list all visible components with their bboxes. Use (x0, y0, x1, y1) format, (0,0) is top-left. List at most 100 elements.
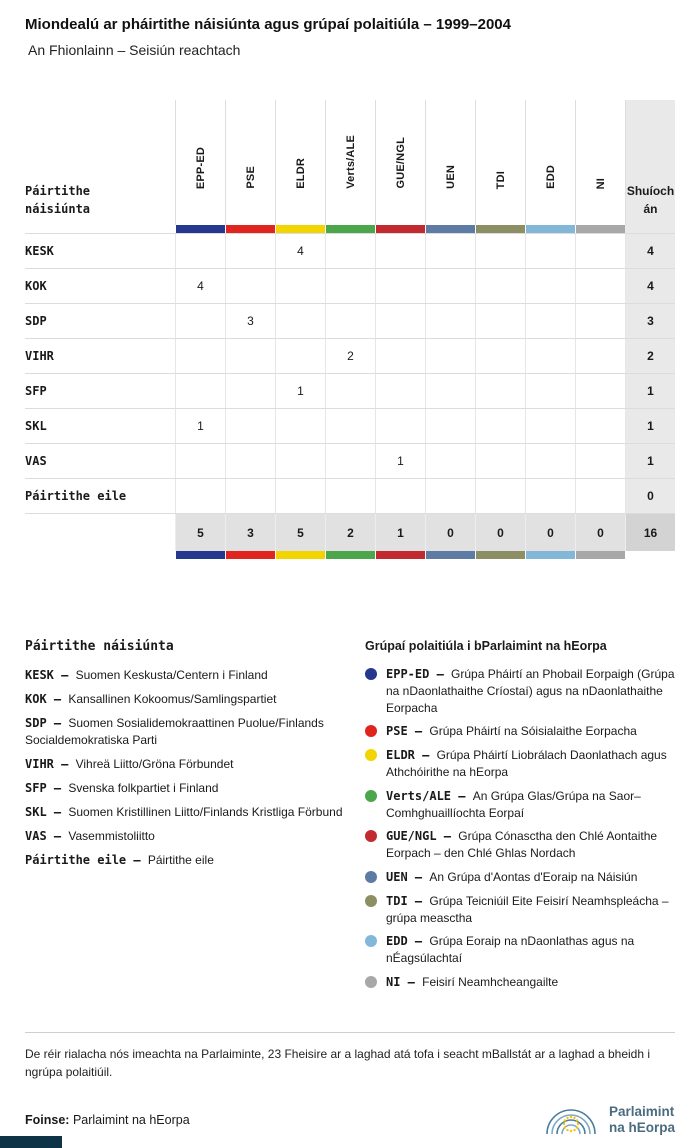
seat-count-kesk-tdi (475, 234, 525, 268)
group-color-dot-epp-ed (365, 668, 377, 680)
seat-count-sfp-ni (575, 374, 625, 408)
ep-logo-line1: Parlaimint (608, 1104, 675, 1120)
seat-count-vas-tdi (475, 444, 525, 478)
seat-count-p-irtithe-eile-uen (425, 479, 475, 513)
group-legend-item-ni: NI – Feisirí Neamhcheangailte (365, 974, 675, 991)
seat-count-sdp-edd (525, 304, 575, 338)
column-header-label: Verts/ALE (344, 135, 357, 189)
seat-count-sfp-gue-ngl (375, 374, 425, 408)
political-groups-legend: Grúpaí polaitiúla i bParlaimint na hEorp… (365, 639, 675, 998)
hemicycle-arcs (546, 1109, 596, 1135)
party-name: VAS (25, 454, 47, 468)
legend-party-abbr: VIHR – (25, 757, 76, 772)
seat-count-sfp-eldr: 1 (275, 374, 325, 408)
seat-count-sfp-uen (425, 374, 475, 408)
party-total-cell: 1 (625, 374, 675, 408)
seat-count-kok-ni (575, 269, 625, 303)
seat-count-kok-gue-ngl (375, 269, 425, 303)
legend-group-abbr: TDI – (386, 893, 430, 908)
legend-group-abbr: PSE – (386, 724, 430, 739)
grand-total-cell: 16 (625, 514, 675, 551)
group-legend-item-epp-ed: EPP-ED – Grúpa Pháirtí an Phobail Eorpai… (365, 666, 675, 716)
group-color-bar-epp-ed (175, 551, 225, 559)
ep-logo-line2: na hEorpa (608, 1120, 675, 1135)
seat-count-skl-tdi (475, 409, 525, 443)
seat-count-kesk-edd (525, 234, 575, 268)
seat-count-p-irtithe-eile-gue-ngl (375, 479, 425, 513)
legend-group-abbr: GUE/NGL – (386, 829, 459, 844)
group-color-dot-ni (365, 975, 377, 988)
group-color-bar-uen (425, 225, 475, 233)
group-legend-item-verts-ale: Verts/ALE – An Grúpa Glas/Grúpa na Saor–… (365, 788, 675, 822)
legend-party-abbr: SKL – (25, 805, 69, 820)
bottom-accent-bar (0, 1136, 62, 1148)
column-header-label: TDI (494, 170, 507, 189)
party-name: SFP (25, 384, 47, 398)
national-parties-legend: Páirtithe náisiúnta KESK – Suomen Keskus… (25, 639, 345, 998)
seat-count-skl-ni (575, 409, 625, 443)
national-party-legend-item-vas: VAS – Vasemmistoliitto (25, 829, 155, 844)
seat-count-kesk-gue-ngl (375, 234, 425, 268)
national-party-legend-item-p-irtithe-eile: Páirtithe eile – Páirtithe eile (25, 853, 214, 868)
national-parties-legend-list: KESK – Suomen Keskusta/Centern i Finland… (25, 667, 345, 869)
seat-count-vas-verts-ale (325, 444, 375, 478)
party-name: VIHR (25, 349, 54, 363)
seat-count-skl-pse (225, 409, 275, 443)
national-party-legend-item-vihr: VIHR – Vihreä Liitto/Gröna Förbundet (25, 757, 234, 772)
column-header-label: EPP-ED (194, 146, 207, 189)
column-header-label: UEN (444, 165, 457, 189)
column-header-label: NI (594, 177, 607, 189)
seat-count-kok-pse (225, 269, 275, 303)
legend-group-abbr: EPP-ED – (386, 667, 452, 681)
column-header-tdi: TDI (475, 100, 525, 225)
national-party-legend-item-skl: SKL – Suomen Kristillinen Liitto/Finland… (25, 805, 343, 820)
column-header-verts-ale: Verts/ALE (325, 100, 375, 225)
party-row-skl: SKL 1 1 (25, 408, 675, 443)
group-total-eldr: 5 (275, 514, 325, 551)
seat-count-vihr-edd (525, 339, 575, 373)
group-color-bar-tdi (475, 551, 525, 559)
seat-count-kesk-epp-ed (175, 234, 225, 268)
seat-count-sdp-uen (425, 304, 475, 338)
legend: Páirtithe náisiúnta KESK – Suomen Keskus… (25, 639, 675, 998)
group-color-dot-tdi (365, 894, 377, 907)
totals-row: 5 3 5 2 1 0 0 0 0 16 (25, 513, 675, 551)
seat-count-sdp-pse: 3 (225, 304, 275, 338)
seat-count-sdp-tdi (475, 304, 525, 338)
party-total-cell: 4 (625, 269, 675, 303)
seat-count-vihr-verts-ale: 2 (325, 339, 375, 373)
party-name: KESK (25, 244, 54, 258)
seat-count-vas-eldr (275, 444, 325, 478)
seat-count-vihr-pse (225, 339, 275, 373)
seat-count-kesk-ni (575, 234, 625, 268)
seat-count-skl-gue-ngl (375, 409, 425, 443)
seat-count-sfp-pse (225, 374, 275, 408)
seat-count-vihr-eldr (275, 339, 325, 373)
seat-count-sdp-ni (575, 304, 625, 338)
header-color-bar-row (25, 225, 675, 233)
seat-count-skl-epp-ed: 1 (175, 409, 225, 443)
column-header-label: EDD (544, 165, 557, 189)
group-color-bar-epp-ed (175, 225, 225, 233)
seat-count-vihr-ni (575, 339, 625, 373)
group-total-epp-ed: 5 (175, 514, 225, 551)
column-header-pse: PSE (225, 100, 275, 225)
party-name: Páirtithe eile (25, 489, 127, 503)
group-color-bar-gue-ngl (375, 551, 425, 559)
seat-count-vihr-gue-ngl (375, 339, 425, 373)
seat-count-vas-epp-ed (175, 444, 225, 478)
seat-count-sfp-epp-ed (175, 374, 225, 408)
column-header-label: GUE/NGL (394, 137, 407, 189)
ep-hemicycle-icon (546, 1109, 596, 1135)
bar-row-seats-spacer (625, 551, 675, 559)
party-row-p-irtithe-eile: Páirtithe eile 0 (25, 478, 675, 513)
group-legend-item-uen: UEN – An Grúpa d'Aontas d'Eoraip na Náis… (365, 869, 675, 886)
source-label: Foinse: (25, 1113, 70, 1127)
group-color-dot-uen (365, 870, 377, 883)
seat-count-kesk-eldr: 4 (275, 234, 325, 268)
group-total-gue-ngl: 1 (375, 514, 425, 551)
group-total-edd: 0 (525, 514, 575, 551)
seat-count-kesk-pse (225, 234, 275, 268)
party-total-cell: 3 (625, 304, 675, 338)
party-row-sdp: SDP 3 3 (25, 303, 675, 338)
